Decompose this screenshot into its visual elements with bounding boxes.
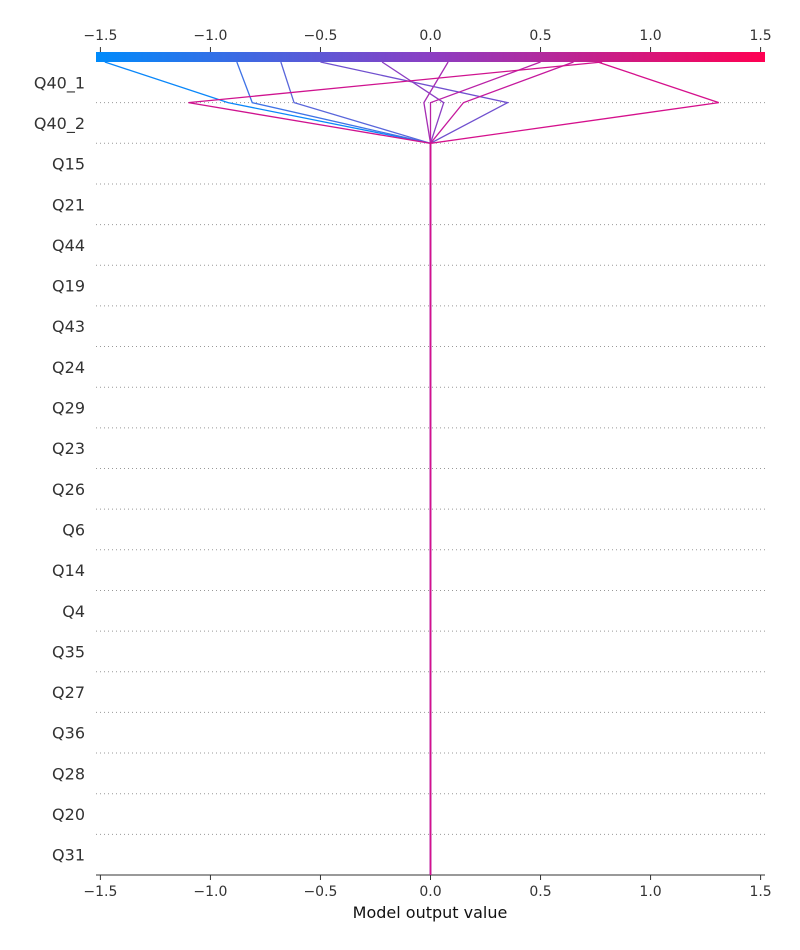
x-tick-label: 0.0 (419, 884, 441, 900)
feature-label: Q31 (52, 846, 85, 865)
feature-label: Q36 (52, 724, 85, 743)
colorbar (96, 52, 765, 62)
colorbar-tick-label: −1.0 (193, 28, 227, 44)
x-tick-label: 1.0 (639, 884, 661, 900)
x-tick-label: −1.5 (83, 884, 117, 900)
decision-line (236, 61, 432, 875)
feature-label: Q26 (52, 480, 85, 499)
decision-lines (104, 61, 719, 875)
feature-labels: Q40_1 Q40_2 Q15 Q21 Q44 Q19 Q43 Q24 Q29 Q23 Q26 Q6 Q… (34, 73, 85, 864)
feature-label: Q27 (52, 683, 85, 702)
feature-label: Q24 (52, 358, 85, 377)
feature-label: Q43 (52, 317, 85, 336)
feature-label: Q23 (52, 439, 85, 458)
feature-label: Q14 (52, 561, 85, 580)
colorbar-tick-label: 1.0 (639, 28, 661, 44)
colorbar-tick-label: −1.5 (83, 28, 117, 44)
x-tick-label: −0.5 (303, 884, 337, 900)
x-tick-label: 0.5 (529, 884, 551, 900)
feature-label: Q35 (52, 642, 85, 661)
feature-label: Q15 (52, 155, 85, 174)
feature-label: Q40_2 (34, 114, 85, 134)
feature-label: Q44 (52, 236, 85, 255)
feature-label: Q6 (62, 520, 85, 539)
colorbar-tick-label: −0.5 (303, 28, 337, 44)
decision-line (429, 61, 719, 875)
feature-label: Q20 (52, 805, 85, 824)
feature-label: Q40_1 (34, 73, 85, 93)
feature-label: Q21 (52, 195, 85, 214)
x-tick-label: 1.5 (749, 884, 771, 900)
feature-label: Q29 (52, 399, 85, 418)
decision-line (104, 61, 432, 875)
feature-label: Q4 (62, 602, 85, 621)
colorbar-axis: −1.5 −1.0 −0.5 0.0 0.5 1.0 1.5 (83, 28, 772, 52)
feature-label: Q28 (52, 764, 85, 783)
colorbar-tick-label: 0.0 (419, 28, 441, 44)
x-axis: −1.5 −1.0 −0.5 0.0 0.5 1.0 1.5 (83, 875, 772, 900)
colorbar-tick-label: 0.5 (529, 28, 551, 44)
feature-label: Q19 (52, 277, 85, 296)
colorbar-tick-label: 1.5 (749, 28, 771, 44)
x-axis-title: Model output value (353, 903, 508, 922)
x-tick-label: −1.0 (193, 884, 227, 900)
